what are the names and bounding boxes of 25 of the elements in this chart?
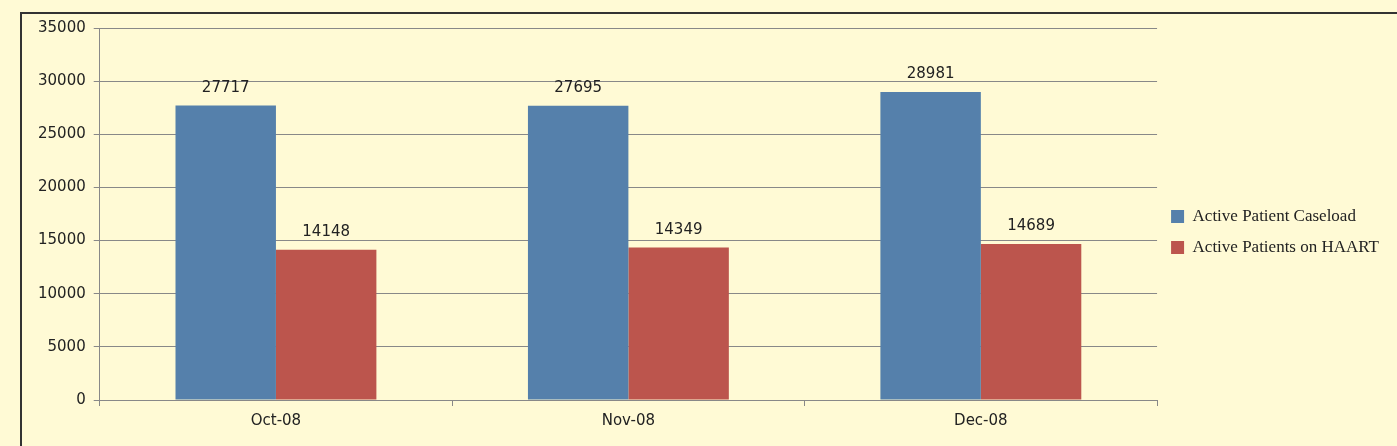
bar [527,105,629,400]
data-label: 14148 [302,222,351,241]
bar [275,249,377,400]
bar [980,243,1082,400]
bar [880,91,981,400]
bar [175,105,276,400]
y-tick-label: 30000 [38,71,86,90]
legend-label: Active Patients on HAART [1192,236,1380,256]
data-label: 14349 [654,219,703,238]
y-tick-label: 35000 [38,17,86,36]
y-tick-label: 10000 [38,283,86,302]
y-tick-label: 5000 [47,336,86,355]
y-tick-label: 20000 [38,177,86,196]
legend-label: Active Patient Caseload [1192,205,1357,225]
bar [628,247,729,400]
data-label: 27695 [554,78,603,97]
x-tick-label: Nov-08 [601,410,656,429]
data-label: 28981 [906,64,955,83]
y-tick-label: 25000 [38,124,86,143]
x-tick-label: Dec-08 [954,410,1008,429]
y-tick-label: 0 [76,389,86,408]
data-label: 27717 [201,77,250,96]
data-label: 14689 [1007,216,1055,235]
x-tick-label: Oct-08 [250,410,302,429]
y-tick-label: 15000 [38,230,86,249]
